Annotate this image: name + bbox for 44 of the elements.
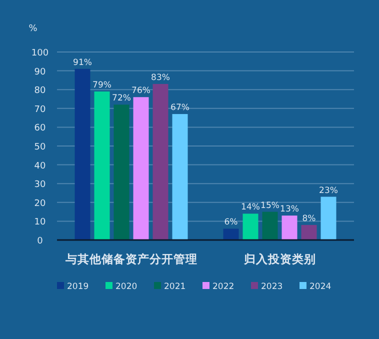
bar — [74, 68, 90, 240]
y-tick-label: 40 — [34, 161, 46, 172]
y-tick-label: 90 — [34, 67, 46, 78]
data-label: 67% — [170, 103, 190, 114]
y-tick-label: 0 — [37, 236, 44, 246]
bar — [320, 196, 336, 240]
y-tick-label: 80 — [34, 86, 46, 96]
bar — [242, 214, 258, 240]
data-label: 13% — [280, 204, 299, 215]
data-label: 76% — [132, 86, 150, 96]
bar — [223, 228, 239, 240]
bar — [114, 104, 130, 240]
data-label: 15% — [260, 200, 280, 211]
data-label: 23% — [319, 186, 338, 196]
y-tick-label: 20 — [34, 198, 46, 209]
y-axis-title: % — [28, 24, 38, 34]
bar — [172, 114, 188, 240]
y-tick-label: 60 — [34, 124, 46, 134]
y-tick-label: 70 — [34, 104, 46, 115]
data-label: 91% — [73, 58, 92, 68]
data-label: 79% — [92, 80, 112, 90]
bar — [152, 84, 168, 240]
y-tick-label: 10 — [34, 218, 46, 228]
bar — [282, 216, 298, 240]
legend-label: 2024 — [310, 282, 332, 292]
bar — [133, 97, 149, 240]
legend-label: 2022 — [212, 282, 234, 292]
x-tick-label: 与其他储备资产分开管理 — [64, 252, 198, 266]
data-label: 83% — [151, 72, 170, 83]
legend-label: 2021 — [164, 282, 186, 292]
data-label: 6% — [224, 218, 238, 228]
bar — [94, 91, 110, 240]
y-tick-label: 100 — [31, 48, 49, 58]
data-label: 72% — [112, 94, 131, 104]
x-tick-label: 归入投资类别 — [242, 252, 316, 266]
data-label: 14% — [241, 202, 260, 213]
bar — [262, 212, 278, 240]
legend-label: 2019 — [67, 282, 89, 292]
legend-label: 2020 — [116, 282, 138, 292]
legend-label: 2023 — [261, 282, 283, 292]
y-tick-label: 50 — [34, 142, 46, 152]
bar — [301, 224, 317, 240]
data-label: 8% — [302, 214, 316, 224]
y-tick-label: 30 — [34, 180, 46, 190]
